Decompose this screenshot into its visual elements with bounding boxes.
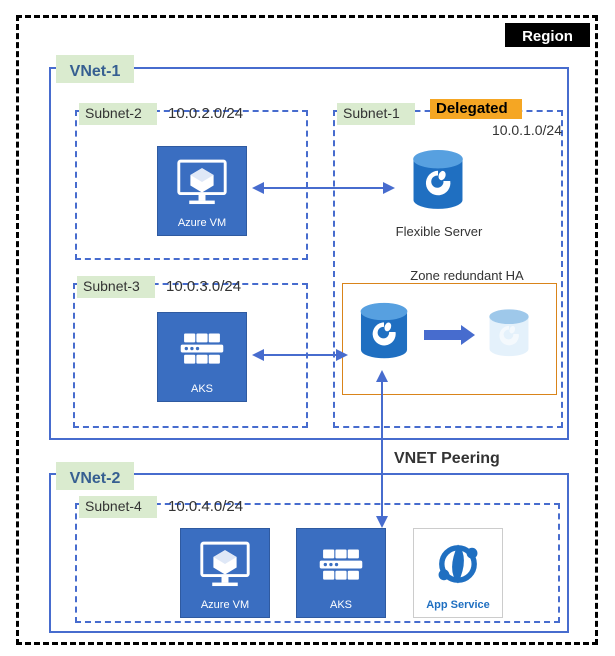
subnet1-label: Subnet-1 [337,103,415,125]
aks-2: AKS [296,528,386,618]
vnet2-label: VNet-2 [56,462,134,490]
vnet-peering-label: VNET Peering [394,450,544,472]
aks-1: AKS [157,312,247,402]
ha-replication-arrow [424,323,475,347]
ha-db-primary-icon [352,300,416,364]
connection-arrow [252,345,348,365]
azure-vm-1: Azure VM [157,146,247,236]
region-label: Region [505,23,590,47]
azure-vm-2-label: Azure VM [181,599,269,615]
subnet4-cidr: 10.0.4.0/24 [168,498,278,518]
subnet1-cidr: 10.0.1.0/24 [462,122,562,140]
subnet3-label: Subnet-3 [77,276,155,298]
ha-label: Zone redundant HA [392,268,542,286]
ha-db-replica-icon [482,307,536,361]
subnet1-delegated: Delegated [430,99,522,119]
vnet1-label: VNet-1 [56,55,134,83]
app-service-label: App Service [414,599,502,615]
flexible-server-label: Flexible Server [379,224,499,242]
subnet2-cidr: 10.0.2.0/24 [168,105,278,125]
app-service: App Service [413,528,503,618]
aks-2-label: AKS [297,599,385,615]
connection-arrow [252,178,395,198]
flexible-server-db-icon [404,147,472,215]
aks-1-label: AKS [158,383,246,399]
connection-arrow [372,370,392,528]
azure-vm-2: Azure VM [180,528,270,618]
azure-vm-1-label: Azure VM [158,217,246,233]
subnet4-label: Subnet-4 [79,496,157,518]
subnet3-cidr: 10.0.3.0/24 [166,278,276,298]
subnet2-label: Subnet-2 [79,103,157,125]
